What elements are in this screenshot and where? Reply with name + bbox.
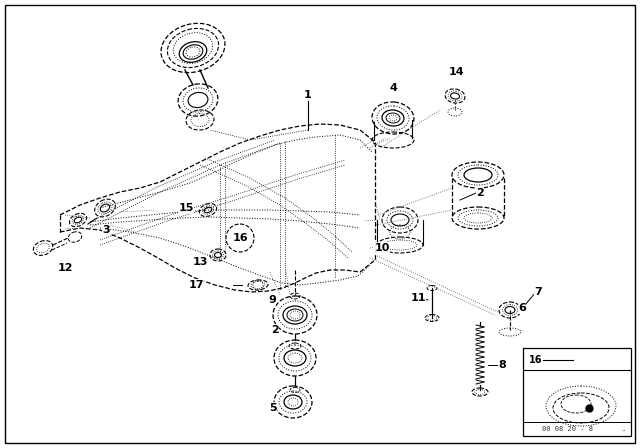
Text: 1: 1 <box>304 90 312 100</box>
Text: 12: 12 <box>57 263 73 273</box>
Text: 8: 8 <box>498 360 506 370</box>
Text: 2: 2 <box>476 188 484 198</box>
Text: 9: 9 <box>268 295 276 305</box>
Text: 15: 15 <box>179 203 194 213</box>
Text: 13: 13 <box>192 257 208 267</box>
Text: 10: 10 <box>374 243 390 253</box>
Text: 3: 3 <box>102 225 110 235</box>
Text: 16: 16 <box>232 233 248 243</box>
Text: 14: 14 <box>448 67 464 77</box>
Bar <box>523 348 631 436</box>
Text: 5: 5 <box>269 403 277 413</box>
Text: 11: 11 <box>410 293 426 303</box>
Text: 4: 4 <box>389 83 397 93</box>
Text: 16: 16 <box>529 355 543 365</box>
Text: 00 08 20 - 8: 00 08 20 - 8 <box>541 426 593 432</box>
Text: 6: 6 <box>518 303 526 313</box>
Text: 7: 7 <box>534 287 542 297</box>
Text: 2: 2 <box>271 325 279 335</box>
Text: 17: 17 <box>188 280 204 290</box>
Text: ..: .. <box>621 426 625 432</box>
